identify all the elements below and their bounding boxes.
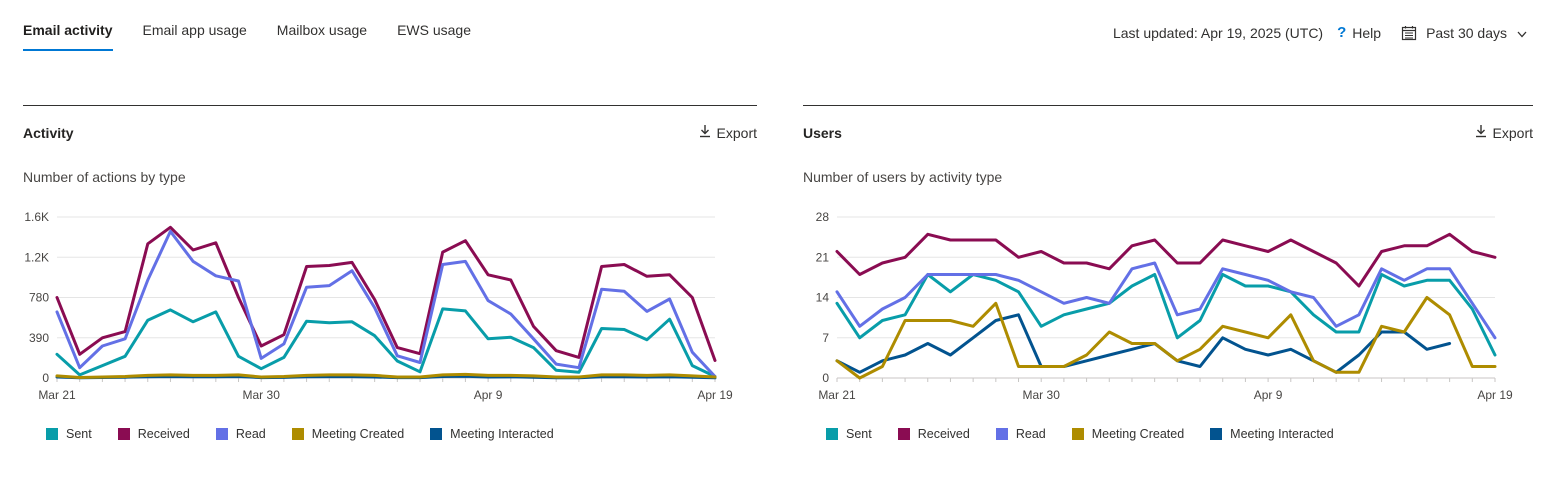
- legend-item-meeting-interacted: Meeting Interacted: [1210, 427, 1334, 441]
- x-tick-label: Mar 21: [38, 388, 76, 402]
- legend-swatch: [1071, 428, 1084, 440]
- users-export-button[interactable]: Export: [1474, 124, 1533, 142]
- y-tick-label: 1.2K: [24, 250, 49, 264]
- y-tick-label: 780: [29, 291, 49, 305]
- legend-swatch: [117, 428, 130, 440]
- legend-item-meeting-interacted: Meeting Interacted: [430, 427, 554, 441]
- legend-item-meeting-created: Meeting Created: [291, 427, 405, 441]
- report-top-bar: Email activity Email app usage Mailbox u…: [0, 0, 1553, 70]
- activity-chart: 0 390 780 1.2K 1.6K Mar 21 Mar 30 Apr 9 Apr 19: [23, 208, 757, 413]
- activity-chart-subtitle: Number of actions by type: [23, 169, 186, 185]
- x-tick-label: Mar 30: [243, 388, 281, 402]
- tab-mailbox-usage[interactable]: Mailbox usage: [276, 22, 368, 38]
- users-panel: Users Export Number of users by activity…: [803, 105, 1533, 441]
- legend-swatch: [215, 428, 228, 440]
- legend-label: Received: [917, 427, 970, 441]
- y-tick-label: 7: [822, 331, 829, 345]
- series-line-received: [55, 225, 717, 362]
- legend-item-read: Read: [995, 427, 1046, 441]
- activity-panel: Activity Export Number of actions by typ…: [23, 105, 757, 441]
- users-panel-title: Users: [803, 125, 842, 141]
- legend-swatch: [46, 428, 58, 440]
- legend-item-received: Received: [117, 427, 190, 441]
- users-chart: 0 7 14 21 28 Mar 21 Mar 30 Apr 9 Apr 19: [803, 208, 1533, 413]
- legend-swatch: [995, 428, 1008, 440]
- y-tick-label: 390: [29, 331, 49, 345]
- legend-label: Sent: [66, 427, 92, 441]
- legend-label: Read: [1015, 427, 1046, 441]
- users-chart-subtitle: Number of users by activity type: [803, 169, 1003, 185]
- legend-item-received: Received: [897, 427, 970, 441]
- series-line-meeting-interacted: [835, 313, 1452, 374]
- y-tick-label: 0: [822, 371, 829, 385]
- help-icon: ?: [1337, 24, 1347, 41]
- legend-label: Meeting Created: [311, 427, 405, 441]
- report-header-controls: Last updated: Apr 19, 2025 (UTC) ? Help …: [1113, 24, 1528, 41]
- legend-label: Meeting Interacted: [1230, 427, 1334, 441]
- legend-label: Received: [137, 427, 190, 441]
- y-tick-label: 28: [816, 210, 830, 224]
- legend-item-sent: Sent: [826, 427, 872, 441]
- series-line-meeting-created: [835, 296, 1497, 380]
- y-tick-label: 21: [816, 250, 830, 264]
- series-line-sent: [55, 307, 717, 378]
- y-tick-label: 1.6K: [24, 210, 49, 224]
- x-tick-label: Apr 19: [697, 388, 733, 402]
- export-download-icon: [698, 124, 712, 142]
- series-line-received: [835, 232, 1497, 288]
- legend-swatch: [291, 428, 304, 440]
- series-line-meeting-created: [55, 372, 717, 379]
- legend-swatch: [430, 428, 443, 440]
- legend-item-read: Read: [215, 427, 266, 441]
- activity-export-button[interactable]: Export: [698, 124, 757, 142]
- x-tick-label: Apr 9: [1254, 388, 1283, 402]
- tab-email-activity[interactable]: Email activity: [23, 22, 113, 51]
- series-line-read: [835, 261, 1497, 340]
- calendar-icon: [1401, 25, 1417, 41]
- legend-item-sent: Sent: [46, 427, 92, 441]
- legend-swatch: [897, 428, 910, 440]
- users-chart-legend: Sent Received Read Meeting Created Meeting I…: [826, 427, 1533, 441]
- y-tick-label: 14: [816, 291, 830, 305]
- export-label: Export: [716, 125, 757, 141]
- legend-item-meeting-created: Meeting Created: [1071, 427, 1185, 441]
- series-line-read: [55, 229, 717, 378]
- tab-email-app-usage[interactable]: Email app usage: [142, 22, 247, 38]
- x-tick-label: Apr 9: [474, 388, 503, 402]
- activity-chart-legend: Sent Received Read Meeting Created Meeting I…: [46, 427, 757, 441]
- help-label: Help: [1352, 24, 1382, 41]
- export-label: Export: [1492, 125, 1533, 141]
- tab-ews-usage[interactable]: EWS usage: [397, 22, 472, 38]
- export-download-icon: [1474, 124, 1488, 142]
- legend-label: Meeting Created: [1091, 427, 1185, 441]
- legend-swatch: [1210, 428, 1223, 440]
- help-button[interactable]: ? Help: [1337, 24, 1381, 41]
- x-tick-label: Apr 19: [1477, 388, 1513, 402]
- legend-label: Sent: [846, 427, 872, 441]
- legend-label: Meeting Interacted: [450, 427, 554, 441]
- report-tabs: Email activity Email app usage Mailbox u…: [23, 22, 471, 51]
- date-range-label: Past 30 days: [1426, 24, 1507, 41]
- legend-label: Read: [235, 427, 266, 441]
- x-tick-label: Mar 21: [818, 388, 856, 402]
- x-tick-label: Mar 30: [1023, 388, 1061, 402]
- last-updated-text: Last updated: Apr 19, 2025 (UTC): [1112, 24, 1324, 41]
- legend-swatch: [826, 428, 838, 440]
- chevron-down-icon: [1516, 27, 1528, 39]
- series-line-sent: [835, 273, 1497, 357]
- y-tick-label: 0: [42, 371, 49, 385]
- activity-panel-title: Activity: [23, 125, 74, 141]
- date-range-selector[interactable]: Past 30 days: [1401, 25, 1528, 41]
